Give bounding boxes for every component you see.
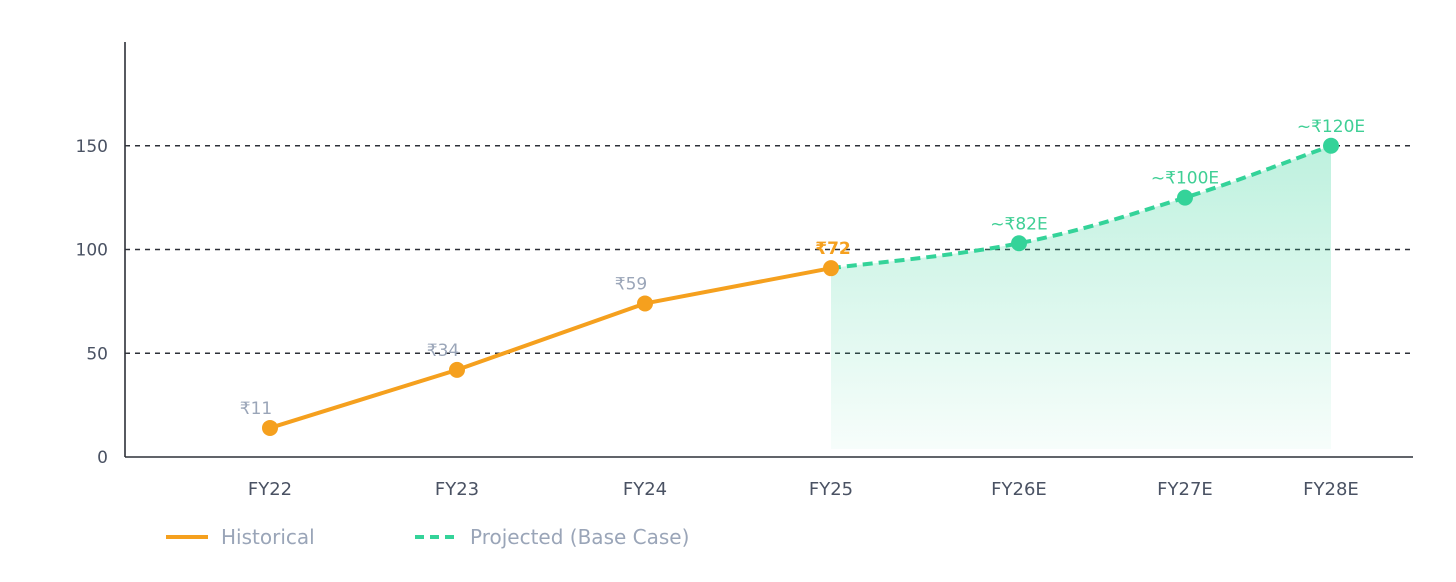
data-label-fy26e: ~₹82E: [990, 214, 1047, 234]
historical-point-fy25: [823, 260, 839, 277]
data-label-fy22: ₹11: [240, 399, 272, 419]
data-label-fy28e: ~₹120E: [1297, 117, 1365, 137]
data-label-fy27e: ~₹100E: [1151, 169, 1219, 189]
projected-line: [830, 143, 1332, 271]
x-tick-fy22: FY22: [248, 479, 292, 500]
y-tick-0: 0: [97, 448, 108, 468]
x-tick-fy23: FY23: [435, 479, 479, 500]
legend: Historical Projected (Base Case): [166, 525, 689, 549]
projected-area-fill: [831, 145, 1331, 449]
data-label-fy23: ₹34: [427, 341, 459, 361]
projected-point-fy26e: [1011, 235, 1027, 252]
x-tick-fy26e: FY26E: [991, 479, 1047, 500]
data-labels: ₹11 ₹34 ₹59 ₹72 ~₹82E ~₹100E ~₹120E: [240, 117, 1365, 419]
legend-historical-label: Historical: [221, 525, 315, 549]
series: [262, 137, 1339, 436]
historical-point-fy24: [637, 295, 653, 312]
axes: 0 50 100 150 FY22 FY23 FY24 FY25 FY26E FY27E FY28E: [76, 42, 1413, 500]
x-tick-fy27e: FY27E: [1157, 479, 1213, 500]
x-tick-fy24: FY24: [623, 479, 667, 500]
y-tick-50: 50: [86, 344, 108, 364]
x-tick-fy28e: FY28E: [1303, 479, 1359, 500]
projection-area: [831, 145, 1331, 449]
historical-line: [269, 266, 832, 430]
historical-point-fy23: [449, 361, 465, 378]
y-tick-100: 100: [76, 241, 108, 261]
x-tick-fy25: FY25: [809, 479, 853, 500]
data-label-fy24: ₹59: [615, 274, 647, 294]
y-tick-150: 150: [76, 137, 108, 157]
projected-point-fy27e: [1177, 189, 1193, 206]
projected-point-fy28e: [1323, 137, 1339, 154]
historical-point-fy22: [262, 419, 278, 436]
data-label-fy25: ₹72: [815, 239, 851, 259]
legend-projected-label: Projected (Base Case): [470, 525, 689, 549]
